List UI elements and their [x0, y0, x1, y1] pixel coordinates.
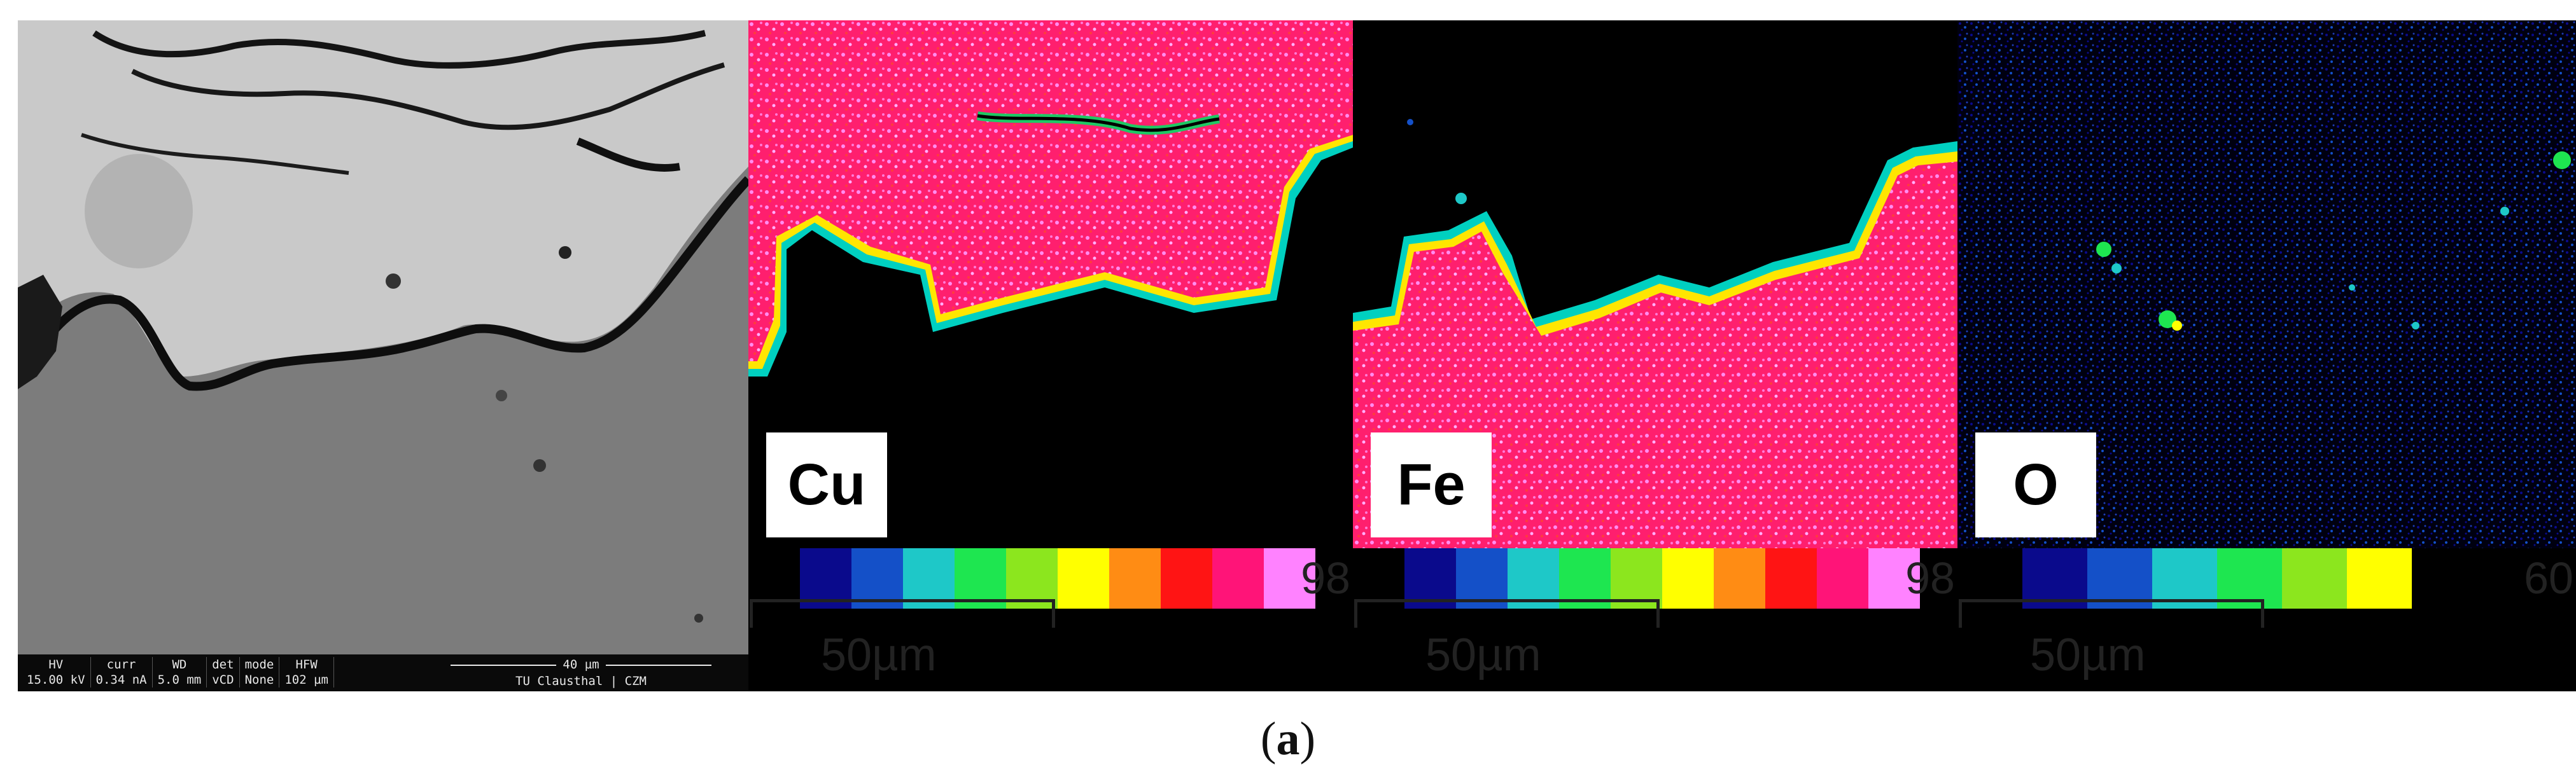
colorbar-swatch: [2347, 548, 2412, 609]
scale-bar-cu: [750, 599, 1055, 628]
colorbar-swatch: [1058, 548, 1109, 609]
cu-distribution: [748, 20, 1353, 377]
scale-bar-fe: [1354, 599, 1660, 628]
colorbar-swatch: [1662, 548, 1714, 609]
sem-scale-label: 40 µm: [556, 658, 606, 672]
colorbar-cu: [748, 548, 1315, 609]
sem-scale-bar: 40 µm: [425, 657, 737, 672]
colorbar-swatch: [1161, 548, 1212, 609]
colorbar-swatch: [2282, 548, 2347, 609]
colorbar-max-cu: 98: [1301, 553, 1350, 603]
scale-label-fe: 50µm: [1425, 630, 1541, 681]
sem-parameter-values: 15.00 kV 0.34 nA 5.0 mm vCD None 102 µm: [22, 672, 334, 688]
colorbar-swatch: [2217, 548, 2282, 609]
colorbar-swatch: [1109, 548, 1161, 609]
colorbar-swatch: [1508, 548, 1559, 609]
colorbar-swatch: [2087, 548, 2152, 609]
colorbar-swatch: [1957, 548, 2022, 609]
sem-micrograph: HV curr WD det mode HFW 15.00 kV 0.34 nA…: [18, 20, 748, 691]
colorbar-swatch: [1006, 548, 1058, 609]
colorbar-swatch: [1611, 548, 1662, 609]
scale-label-cu: 50µm: [821, 630, 937, 681]
colorbar-max-o: 60: [2524, 553, 2573, 603]
colorbar-swatch: [1559, 548, 1611, 609]
scale-label-o: 50µm: [2030, 630, 2146, 681]
colorbar-swatch: [1353, 548, 1404, 609]
colorbar-swatch: [748, 548, 800, 609]
element-label-o: O: [1975, 432, 2096, 537]
colorbar-swatch: [1714, 548, 1765, 609]
colorbar-swatch: [1456, 548, 1508, 609]
wd-header: WD: [152, 657, 207, 672]
colorbar-swatch: [1264, 548, 1315, 609]
hfw-value: 102 µm: [279, 672, 334, 688]
curr-header: curr: [90, 657, 153, 672]
sem-parameter-headers: HV curr WD det mode HFW: [22, 657, 334, 672]
colorbar-swatch: [2152, 548, 2217, 609]
sem-institution: TU Clausthal | CZM: [515, 674, 647, 688]
sem-image: [18, 20, 748, 691]
sem-info-bar: HV curr WD det mode HFW 15.00 kV 0.34 nA…: [18, 654, 748, 691]
colorbar-swatch: [2022, 548, 2087, 609]
scale-bar-o: [1959, 599, 2264, 628]
eds-map-o: O 60: [1957, 20, 2576, 691]
colorbar-swatch: [955, 548, 1006, 609]
det-value: vCD: [206, 672, 240, 688]
element-label-fe: Fe: [1371, 432, 1492, 537]
fe-distribution: [1353, 119, 1957, 548]
hv-header: HV: [22, 657, 91, 672]
colorbar-swatch: [1404, 548, 1456, 609]
wd-value: 5.0 mm: [152, 672, 207, 688]
hv-value: 15.00 kV: [22, 672, 91, 688]
det-header: det: [206, 657, 240, 672]
mode-header: mode: [239, 657, 280, 672]
eds-map-fe: Fe 98: [1353, 20, 1957, 691]
element-label-cu: Cu: [766, 432, 887, 537]
colorbar-swatch: [1817, 548, 1868, 609]
sem-parameter-table: HV curr WD det mode HFW 15.00 kV 0.34 nA…: [22, 657, 334, 688]
colorbar-o: [1957, 548, 2412, 609]
colorbar-swatch: [800, 548, 851, 609]
colorbar-max-fe: 98: [1905, 553, 1955, 603]
figure-caption: (a): [1260, 713, 1316, 765]
eds-map-cu: Cu 98: [748, 20, 1353, 691]
colorbar-swatch: [1765, 548, 1817, 609]
colorbar-swatch: [851, 548, 903, 609]
curr-value: 0.34 nA: [90, 672, 153, 688]
colorbar-swatch: [1868, 548, 1920, 609]
colorbar-swatch: [903, 548, 955, 609]
colorbar-swatch: [1212, 548, 1264, 609]
hfw-header: HFW: [279, 657, 334, 672]
mode-value: None: [239, 672, 280, 688]
colorbar-fe: [1353, 548, 1920, 609]
